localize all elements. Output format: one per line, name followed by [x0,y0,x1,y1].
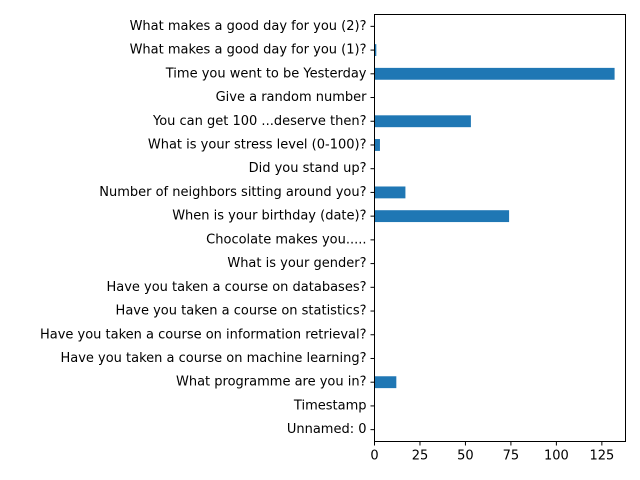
y-tick-label: What makes a good day for you (1)? [130,43,367,58]
y-tick-label: Have you taken a course on statistics? [116,304,367,319]
y-tick-label: Unnamed: 0 [287,422,367,437]
x-tick-label: 75 [503,449,520,464]
bars-group [374,44,615,389]
y-tick-label: Have you taken a course on databases? [106,280,366,295]
bar [374,376,397,389]
y-tick-label: What is your stress level (0-100)? [148,137,367,152]
x-axis-ticks: 0 25 50 75 100 125 [370,441,614,464]
y-tick-label: What makes a good day for you (2)? [130,19,367,34]
y-tick-label: You can get 100 ...deserve then? [152,114,367,129]
x-tick-label: 50 [457,449,474,464]
y-tick-label: Have you taken a course on machine learn… [60,351,366,366]
bar [374,210,510,223]
plot-frame [374,14,626,442]
bar [374,115,471,128]
y-tick-label: Timestamp [293,398,367,413]
y-tick-label: Have you taken a course on information r… [40,327,367,342]
y-tick-label: What programme are you in? [176,375,367,390]
x-tick-label: 25 [412,449,429,464]
bar [374,186,406,199]
y-tick-label: Give a random number [216,90,368,105]
y-tick-label: When is your birthday (date)? [172,209,366,224]
y-tick-label: Chocolate makes you..... [206,232,366,247]
x-tick-label: 100 [544,449,569,464]
x-tick-label: 0 [370,449,378,464]
bar [374,67,615,80]
bar [374,139,380,151]
y-tick-label: What is your gender? [227,256,366,271]
y-tick-label: Time you went to be Yesterday [165,66,367,81]
y-tick-label: Did you stand up? [249,161,367,176]
y-tick-label: Number of neighbors sitting around you? [99,185,366,200]
axes-spines [374,14,626,442]
bar [374,44,377,57]
y-axis-ticks: Unnamed: 0 Timestamp What programme are yo… [40,19,375,437]
x-tick-label: 125 [589,449,614,464]
